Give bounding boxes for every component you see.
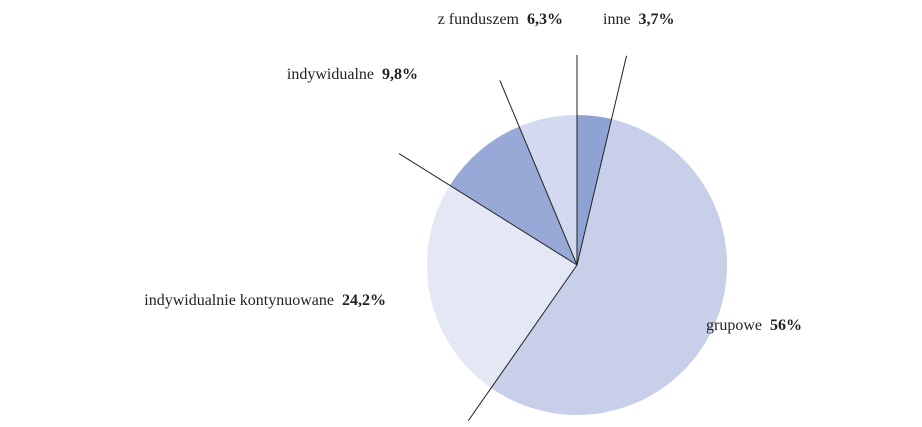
- slice-value: 9,8%: [382, 66, 418, 83]
- leader-line: [467, 264, 578, 422]
- pie-slice: [426, 185, 577, 388]
- slice-name: indywidualne: [287, 66, 374, 83]
- pie-slice: [491, 119, 727, 415]
- slice-value: 24,2%: [342, 292, 386, 309]
- slice-name: indywidualnie kontynuowane: [144, 292, 334, 309]
- slice-label: inne 3,7%: [603, 11, 675, 28]
- slice-value: 3,7%: [639, 11, 675, 28]
- slice-value: 6,3%: [527, 11, 563, 28]
- slice-name: inne: [603, 11, 631, 28]
- slice-name: grupowe: [706, 317, 762, 334]
- slice-label: indywidualne 9,8%: [287, 66, 418, 83]
- leader-line: [576, 55, 628, 266]
- pie-slice: [449, 126, 577, 265]
- leader-line: [398, 153, 578, 266]
- slice-label: z funduszem 6,3%: [438, 11, 563, 28]
- slice-value: 56%: [770, 317, 802, 334]
- slice-name: z funduszem: [438, 11, 520, 28]
- slice-label: grupowe 56%: [706, 317, 802, 334]
- leader-line: [499, 80, 578, 266]
- slice-label: indywidualnie kontynuowane 24,2%: [144, 292, 386, 309]
- pie-slice: [519, 115, 577, 265]
